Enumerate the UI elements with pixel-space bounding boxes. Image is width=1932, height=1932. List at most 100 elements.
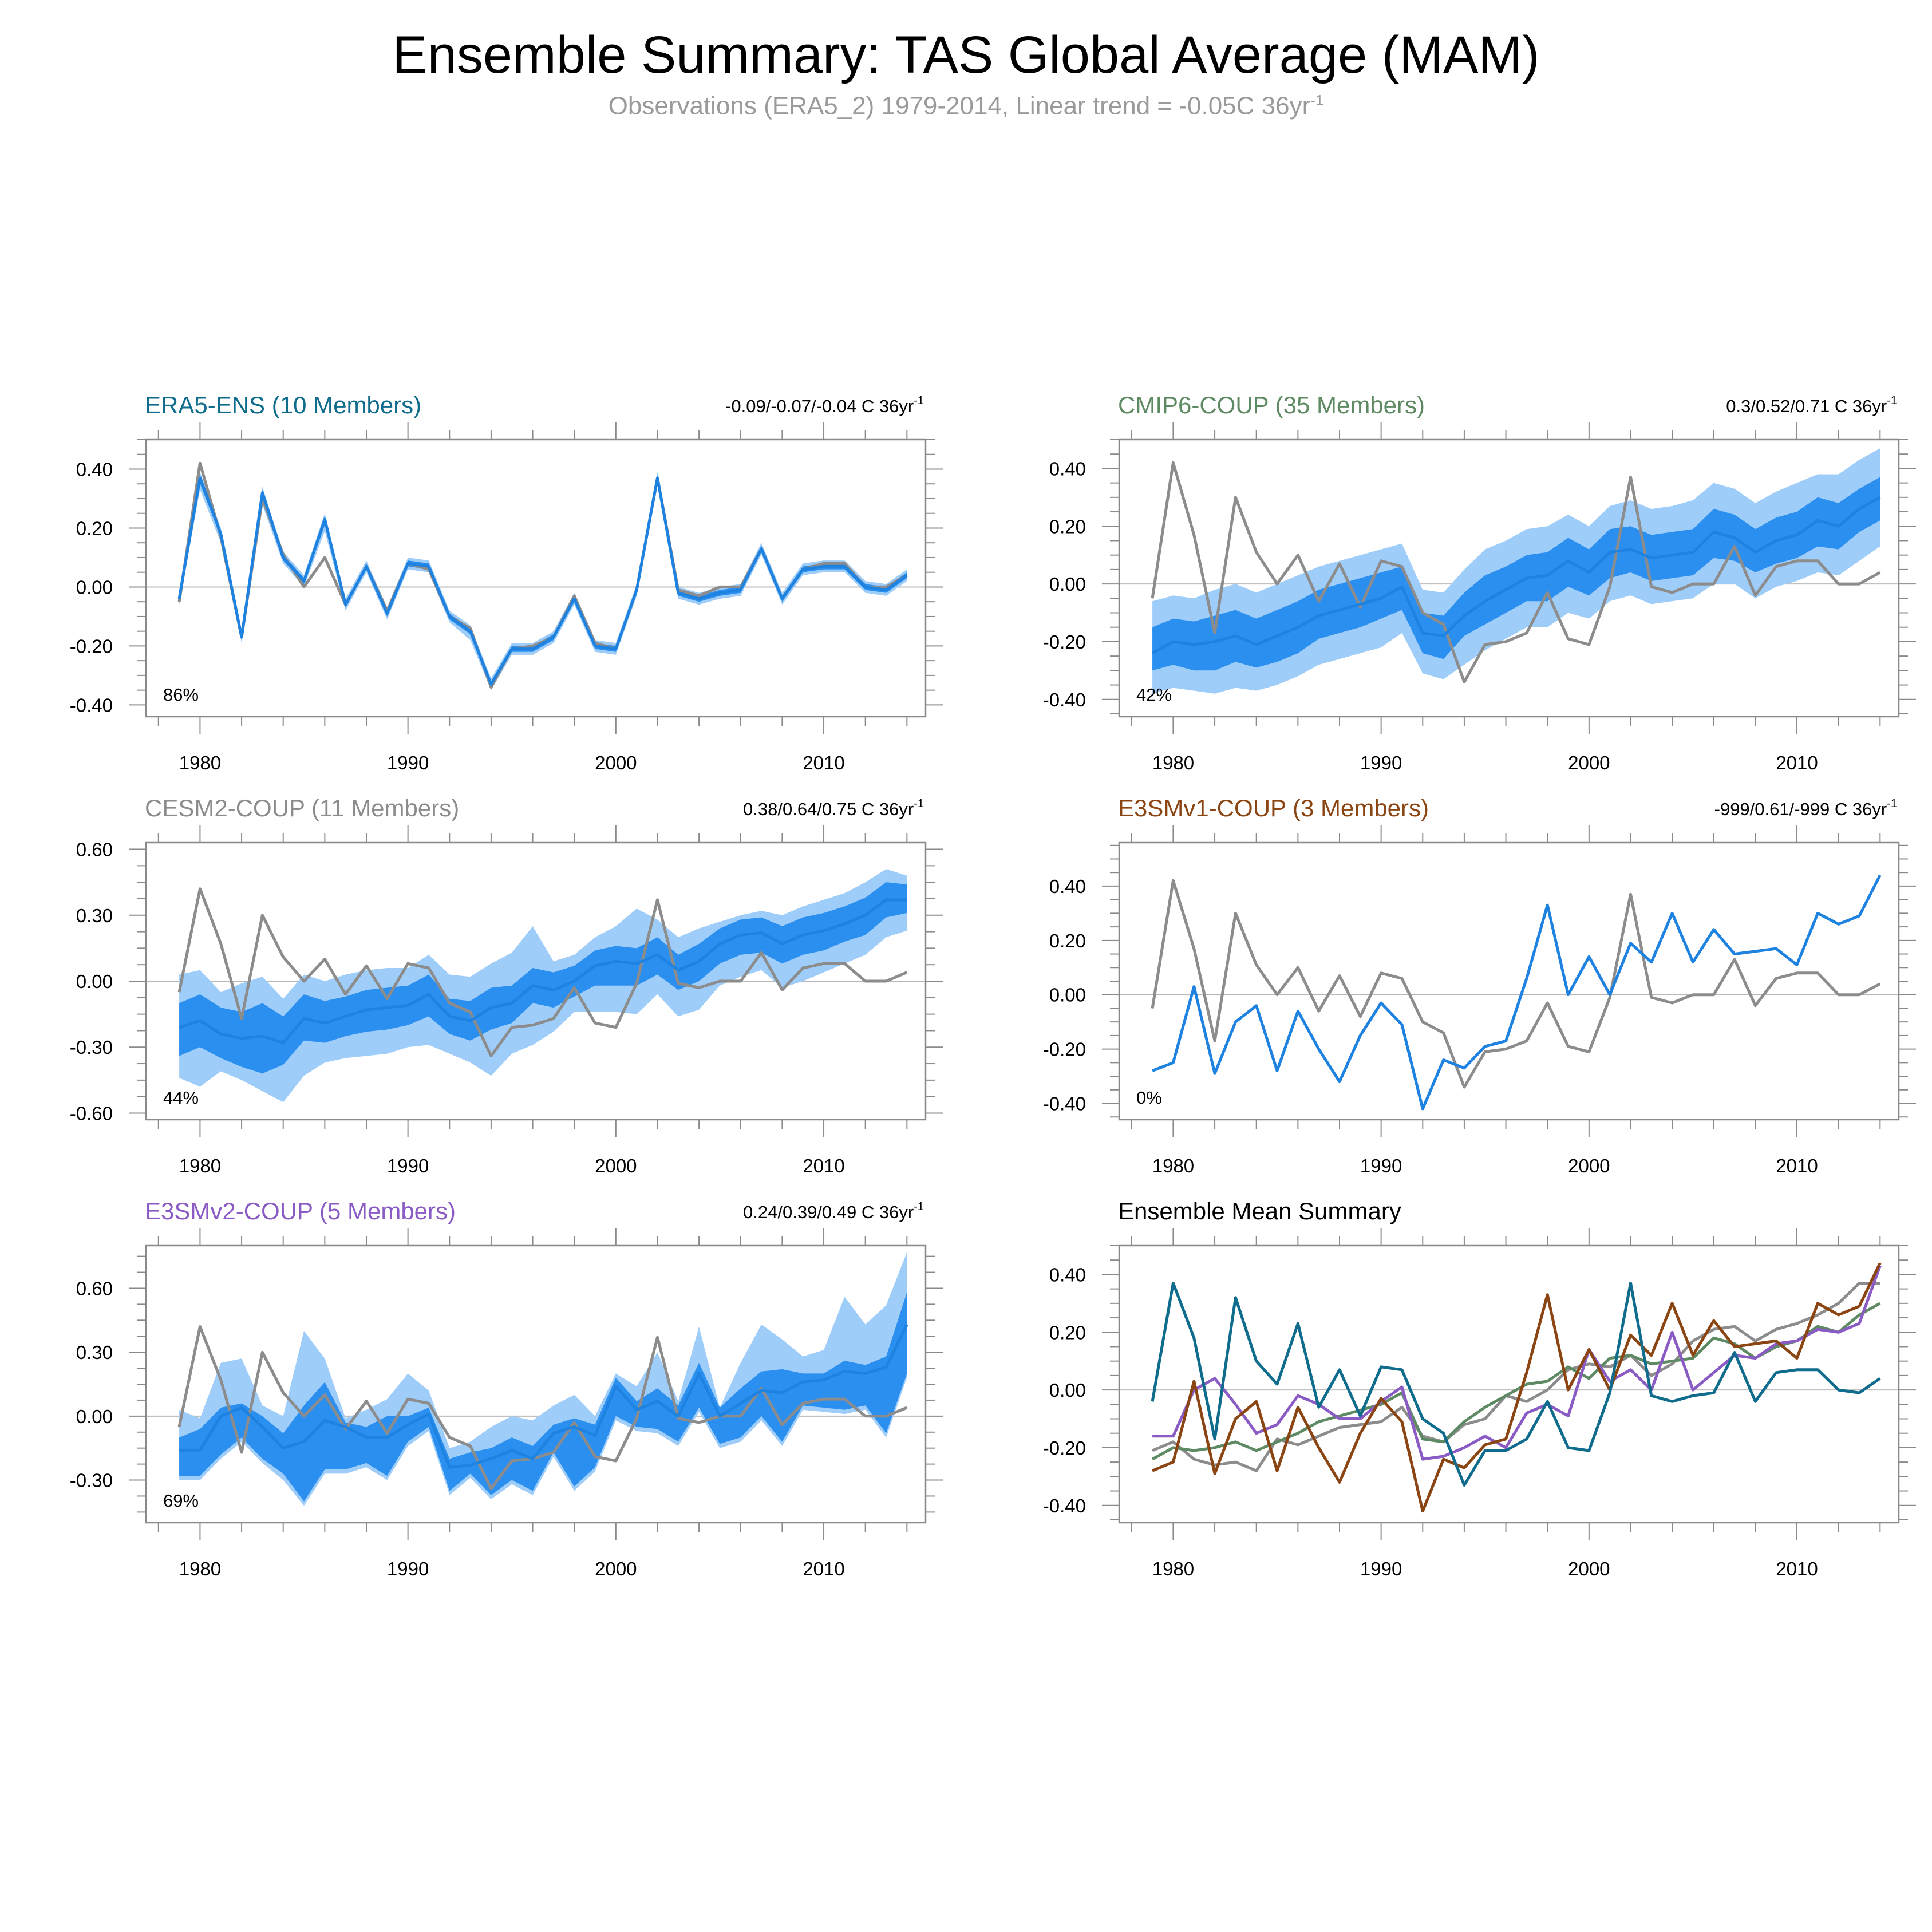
plot-frame xyxy=(1118,438,1900,718)
plot-area xyxy=(1119,448,1899,694)
outer-range-band xyxy=(179,472,907,690)
panel-6: Ensemble Mean Summary -0.40 -0.20 0.00 0.20 0… xyxy=(1043,1198,1916,1579)
plot-area xyxy=(146,1252,926,1506)
trend-value: 0.24/0.39/0.49 C 36yr xyxy=(743,1202,914,1222)
plot-area xyxy=(146,869,926,1103)
trend-value: 0.3/0.52/0.71 C 36yr xyxy=(1726,396,1887,416)
x-tick-label: 2000 xyxy=(1568,1558,1610,1579)
x-tick-label: 1980 xyxy=(1152,752,1194,773)
trend-label: 0.24/0.39/0.49 C 36yr-1 xyxy=(743,1200,924,1222)
x-tick-label: 1990 xyxy=(387,1155,429,1176)
panel-title: ERA5-ENS (10 Members) xyxy=(145,392,421,418)
y-tick-label: 0.00 xyxy=(1049,1380,1086,1401)
y-tick-label: 0.30 xyxy=(76,1342,113,1363)
panel-title: CMIP6-COUP (35 Members) xyxy=(1118,392,1425,418)
x-tick-label: 1980 xyxy=(179,1558,221,1579)
x-tick-label: 1990 xyxy=(387,1558,429,1579)
y-tick-label: 0.30 xyxy=(76,905,113,926)
y-tick-label: -0.40 xyxy=(1043,689,1086,710)
y-tick-label: 0.40 xyxy=(1049,1264,1086,1285)
percent-label: 0% xyxy=(1136,1088,1162,1108)
panel-1: ERA5-ENS (10 Members) -0.09/-0.07/-0.04 C… xyxy=(70,392,943,773)
panel-2: CMIP6-COUP (35 Members) 0.3/0.52/0.71 C 3… xyxy=(1043,392,1916,773)
y-tick-label: 0.60 xyxy=(76,839,113,860)
x-tick-label: 1980 xyxy=(1152,1558,1194,1579)
series-line-era5 xyxy=(1151,1282,1881,1487)
inner-range-band xyxy=(179,882,907,1074)
percent-label: 42% xyxy=(1136,685,1172,705)
trend-superscript: -1 xyxy=(1887,797,1897,810)
plot-area xyxy=(1119,874,1899,1111)
percent-label: 86% xyxy=(163,685,199,705)
subtitle-text: Observations (ERA5_2) 1979-2014, Linear … xyxy=(608,92,1311,120)
inner-range-band xyxy=(179,1292,907,1502)
trend-label: -999/0.61/-999 C 36yr-1 xyxy=(1714,797,1897,819)
y-tick-label: -0.60 xyxy=(70,1103,113,1124)
y-tick-label: -0.30 xyxy=(70,1037,113,1058)
x-tick-label: 2010 xyxy=(803,1155,844,1176)
panel-5: E3SMv2-COUP (5 Members) 0.24/0.39/0.49 C … xyxy=(70,1198,943,1579)
trend-value: -999/0.61/-999 C 36yr xyxy=(1714,799,1887,819)
inner-range-band xyxy=(1152,477,1880,671)
trend-superscript: -1 xyxy=(1887,394,1897,407)
y-tick-label: 0.00 xyxy=(76,1406,113,1427)
panel-title: E3SMv1-COUP (3 Members) xyxy=(1118,795,1429,821)
plot-area xyxy=(1119,1262,1899,1513)
y-tick-label: -0.40 xyxy=(1043,1093,1086,1115)
series-line-e3smv1 xyxy=(1152,1262,1882,1513)
y-tick-label: -0.20 xyxy=(1043,631,1086,653)
plot-frame xyxy=(145,438,927,718)
x-tick-label: 1980 xyxy=(1152,1155,1194,1176)
inner-range-band xyxy=(179,475,907,688)
page-subtitle: Observations (ERA5_2) 1979-2014, Linear … xyxy=(0,92,1932,121)
observations-line xyxy=(1151,461,1881,683)
series-line-cesm2 xyxy=(1152,1282,1880,1472)
y-tick-label: 0.00 xyxy=(1049,574,1086,595)
x-tick-label: 2000 xyxy=(595,1558,637,1579)
y-tick-label: 0.40 xyxy=(1049,876,1086,897)
x-tick-label: 2000 xyxy=(595,1155,637,1176)
trend-superscript: -1 xyxy=(914,1200,924,1213)
plot-frame xyxy=(1118,1244,1900,1524)
y-tick-label: -0.20 xyxy=(70,635,113,657)
y-tick-label: 0.00 xyxy=(76,971,113,992)
y-tick-label: 0.20 xyxy=(76,517,113,539)
trend-value: -0.09/-0.07/-0.04 C 36yr xyxy=(725,396,914,416)
ensemble-mean-line xyxy=(1152,874,1882,1111)
trend-label: 0.3/0.52/0.71 C 36yr-1 xyxy=(1726,394,1897,416)
trend-label: -0.09/-0.07/-0.04 C 36yr-1 xyxy=(725,394,924,416)
plot-frame xyxy=(1118,841,1900,1121)
panel-title: Ensemble Mean Summary xyxy=(1118,1198,1401,1224)
ensemble-mean-line xyxy=(177,476,908,686)
y-tick-label: 0.20 xyxy=(1049,1322,1086,1343)
trend-label: 0.38/0.64/0.75 C 36yr-1 xyxy=(743,797,924,819)
series-line-e3smv2 xyxy=(1152,1265,1882,1461)
x-tick-label: 1980 xyxy=(179,1155,221,1176)
x-tick-label: 2010 xyxy=(803,1558,844,1579)
panel-4: E3SMv1-COUP (3 Members) -999/0.61/-999 C … xyxy=(1043,795,1916,1176)
observations-line xyxy=(177,1325,908,1490)
panel-title: E3SMv2-COUP (5 Members) xyxy=(145,1198,456,1224)
panel-title: CESM2-COUP (11 Members) xyxy=(145,795,459,821)
x-tick-label: 2010 xyxy=(1776,1558,1818,1579)
y-tick-label: -0.20 xyxy=(1043,1437,1086,1459)
y-tick-label: -0.40 xyxy=(70,694,113,716)
x-tick-label: 1990 xyxy=(1360,752,1402,773)
x-tick-label: 2000 xyxy=(1568,752,1610,773)
percent-label: 44% xyxy=(163,1088,199,1108)
trend-superscript: -1 xyxy=(914,797,924,810)
y-tick-label: 0.40 xyxy=(1049,458,1086,479)
x-tick-label: 2010 xyxy=(803,752,844,773)
trend-superscript: -1 xyxy=(914,394,924,407)
x-tick-label: 1990 xyxy=(1360,1155,1402,1176)
ensemble-mean-line xyxy=(179,898,907,1045)
y-tick-label: 0.00 xyxy=(1049,985,1086,1006)
y-tick-label: -0.30 xyxy=(70,1470,113,1491)
ensemble-mean-line xyxy=(179,1323,908,1469)
trend-value: 0.38/0.64/0.75 C 36yr xyxy=(743,799,914,819)
y-tick-label: -0.20 xyxy=(1043,1039,1086,1060)
y-tick-label: -0.40 xyxy=(1043,1495,1086,1516)
plot-area xyxy=(146,461,926,690)
y-tick-label: 0.60 xyxy=(76,1278,113,1299)
x-tick-label: 2010 xyxy=(1776,752,1818,773)
